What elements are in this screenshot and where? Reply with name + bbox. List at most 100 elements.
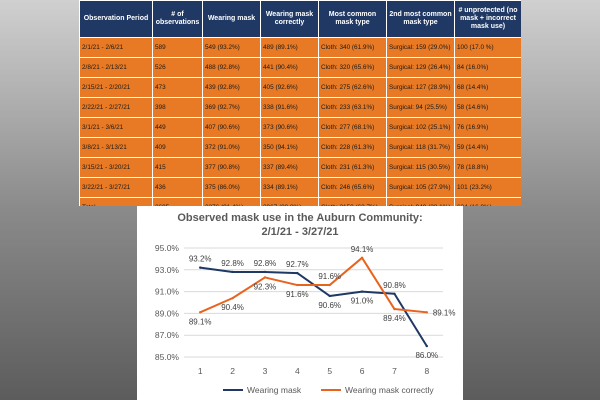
data-label: 92.8% [254,259,277,268]
table-body: 2/1/21 - 2/6/21 589 549 (93.2%) 489 (89.1%)… [79,37,521,206]
data-label: 94.1% [351,245,374,254]
table-row: 2/8/21 - 2/13/21 526 488 (92.8%) 441 (90.4%… [79,57,521,78]
table-cell: 3/15/21 - 3/20/21 [79,157,153,178]
table-cell: 3/8/21 - 3/13/21 [79,137,153,158]
table-cell: 589 [152,37,203,58]
table-cell: 59 (14.4%) [454,137,521,158]
table-cell: 377 (90.8%) [202,157,261,178]
column-header: 2nd most common mask type [386,0,455,38]
table-cell: 488 (92.8%) [202,57,261,78]
line-chart: 85.0% 87.0% 89.0% 91.0% 93.0% 95.0% 1 2 3 4 5 6 7 8 93… [155,243,456,395]
data-point [198,266,202,269]
table-cell: Cloth: 246 (65.6%) [318,177,387,198]
data-label: 92.3% [254,282,277,291]
table-cell: 3/1/21 - 3/6/21 [79,117,153,138]
data-point [198,311,202,314]
table-cell: Surgical: 949 (28.1%) [386,197,455,206]
table-row: Total36953376 (91.4%)3067 (90.8%)Cloth: … [79,197,521,206]
table-cell: 2/15/21 - 2/20/21 [79,77,153,98]
table-cell: 489 (89.1%) [260,37,319,58]
table-row: 3/1/21 - 3/6/21 449 407 (90.6%) 373 (90.6%)… [79,117,521,138]
table-cell: Total [79,197,153,206]
data-point [360,256,364,260]
table-row: 2/22/21 - 2/27/21 398 369 (92.7%) 338 (91.6… [79,97,521,118]
legend-label: Wearing mask correctly [345,385,434,395]
table-cell: Surgical: 94 (25.5%) [386,97,455,118]
x-tick-label: 3 [263,366,268,376]
data-label: 89.4% [383,314,406,323]
table-cell: 375 (86.0%) [202,177,261,198]
table-cell: Cloth: 275 (62.6%) [318,77,387,98]
line-chart-card: Observed mask use in the Auburn Communit… [137,206,463,400]
table-cell: 473 [152,77,203,98]
table-cell: 101 (23.2%) [454,177,521,198]
data-point [231,270,234,274]
table-cell: 337 (89.4%) [260,157,319,178]
table-cell: Cloth: 228 (61.3%) [318,137,387,158]
table-cell: 3067 (90.8%) [260,197,319,206]
chart-title: Observed mask use in the Auburn Communit… [177,212,423,224]
data-point [231,296,234,300]
table-cell: 76 (16.9%) [454,117,521,138]
data-label: 90.8% [383,281,406,290]
table-cell: Surgical: 105 (27.9%) [386,177,455,198]
data-point [296,271,299,275]
data-point [393,292,396,295]
table-cell: 415 [152,157,203,178]
table-cell: Cloth: 233 (63.1%) [318,97,387,118]
data-label: 91.6% [286,290,309,299]
data-label: 89.1% [433,308,456,317]
table-cell: 2/22/21 - 2/27/21 [79,97,153,118]
mask-observation-table: Observation Period # of observations Weari… [79,0,521,206]
data-label: 92.8% [221,259,244,268]
column-header: Most common mask type [318,0,387,38]
table-cell: Cloth: 340 (61.9%) [318,37,387,58]
table-cell: 526 [152,57,203,78]
data-label: 93.2% [189,255,212,264]
table-cell: 549 (93.2%) [202,37,261,58]
table-cell: Surgical: 159 (29.0%) [386,37,455,58]
table-cell: 78 (18.8%) [454,157,521,178]
data-point [328,283,331,287]
table-cell: Surgical: 127 (28.9%) [386,77,455,98]
x-tick-label: 2 [230,366,235,376]
table-cell: Cloth: 231 (61.3%) [318,157,387,178]
table-cell: 441 (90.4%) [260,57,319,78]
x-tick-label: 4 [295,366,300,376]
data-point [425,344,429,348]
legend-label: Wearing mask [247,385,302,395]
data-point [263,276,267,279]
table-cell: 3695 [152,197,203,206]
table-row: 3/22/21 - 3/27/21 436 375 (86.0%) 334 (89.1… [79,177,521,198]
table-cell: 407 (90.6%) [202,117,261,138]
table-cell: 409 [152,137,203,158]
table-cell: 68 (14.4%) [454,77,521,98]
table-cell: 2/1/21 - 2/6/21 [79,37,153,58]
data-label: 86.0% [415,351,438,360]
table-cell: 624 (16.9%) [454,197,521,206]
data-point [360,290,364,293]
table-row: 3/15/21 - 3/20/21 415 377 (90.8%) 337 (89.4… [79,157,521,178]
table-cell: Surgical: 118 (31.7%) [386,137,455,158]
table-cell: 372 (91.0%) [202,137,261,158]
table-cell: 334 (89.1%) [260,177,319,198]
chart-title-block: Observed mask use in the Auburn Communit… [137,211,463,239]
table-cell: Surgical: 115 (30.5%) [386,157,455,178]
data-label: 90.6% [318,301,341,310]
table-header-row: Observation Period # of observations Weari… [79,0,521,38]
table-cell: Surgical: 129 (26.4%) [386,57,455,78]
table-row: 2/1/21 - 2/6/21 589 549 (93.2%) 489 (89.1%)… [79,37,521,58]
data-table: Observation Period # of observations Weari… [79,0,521,206]
table-cell: 369 (92.7%) [202,97,261,118]
data-label: 91.6% [318,272,341,281]
table-cell: 350 (94.1%) [260,137,319,158]
table-cell: 398 [152,97,203,118]
table-row: 3/8/21 - 3/13/21 409 372 (91.0%) 350 (94.1%… [79,137,521,158]
x-tick-label: 7 [392,366,397,376]
data-point [328,294,331,298]
data-label: 89.1% [189,317,212,326]
column-header: # of observations [152,0,203,38]
y-tick-label: 87.0% [155,330,180,340]
data-point [425,311,429,314]
y-tick-label: 85.0% [155,352,180,362]
